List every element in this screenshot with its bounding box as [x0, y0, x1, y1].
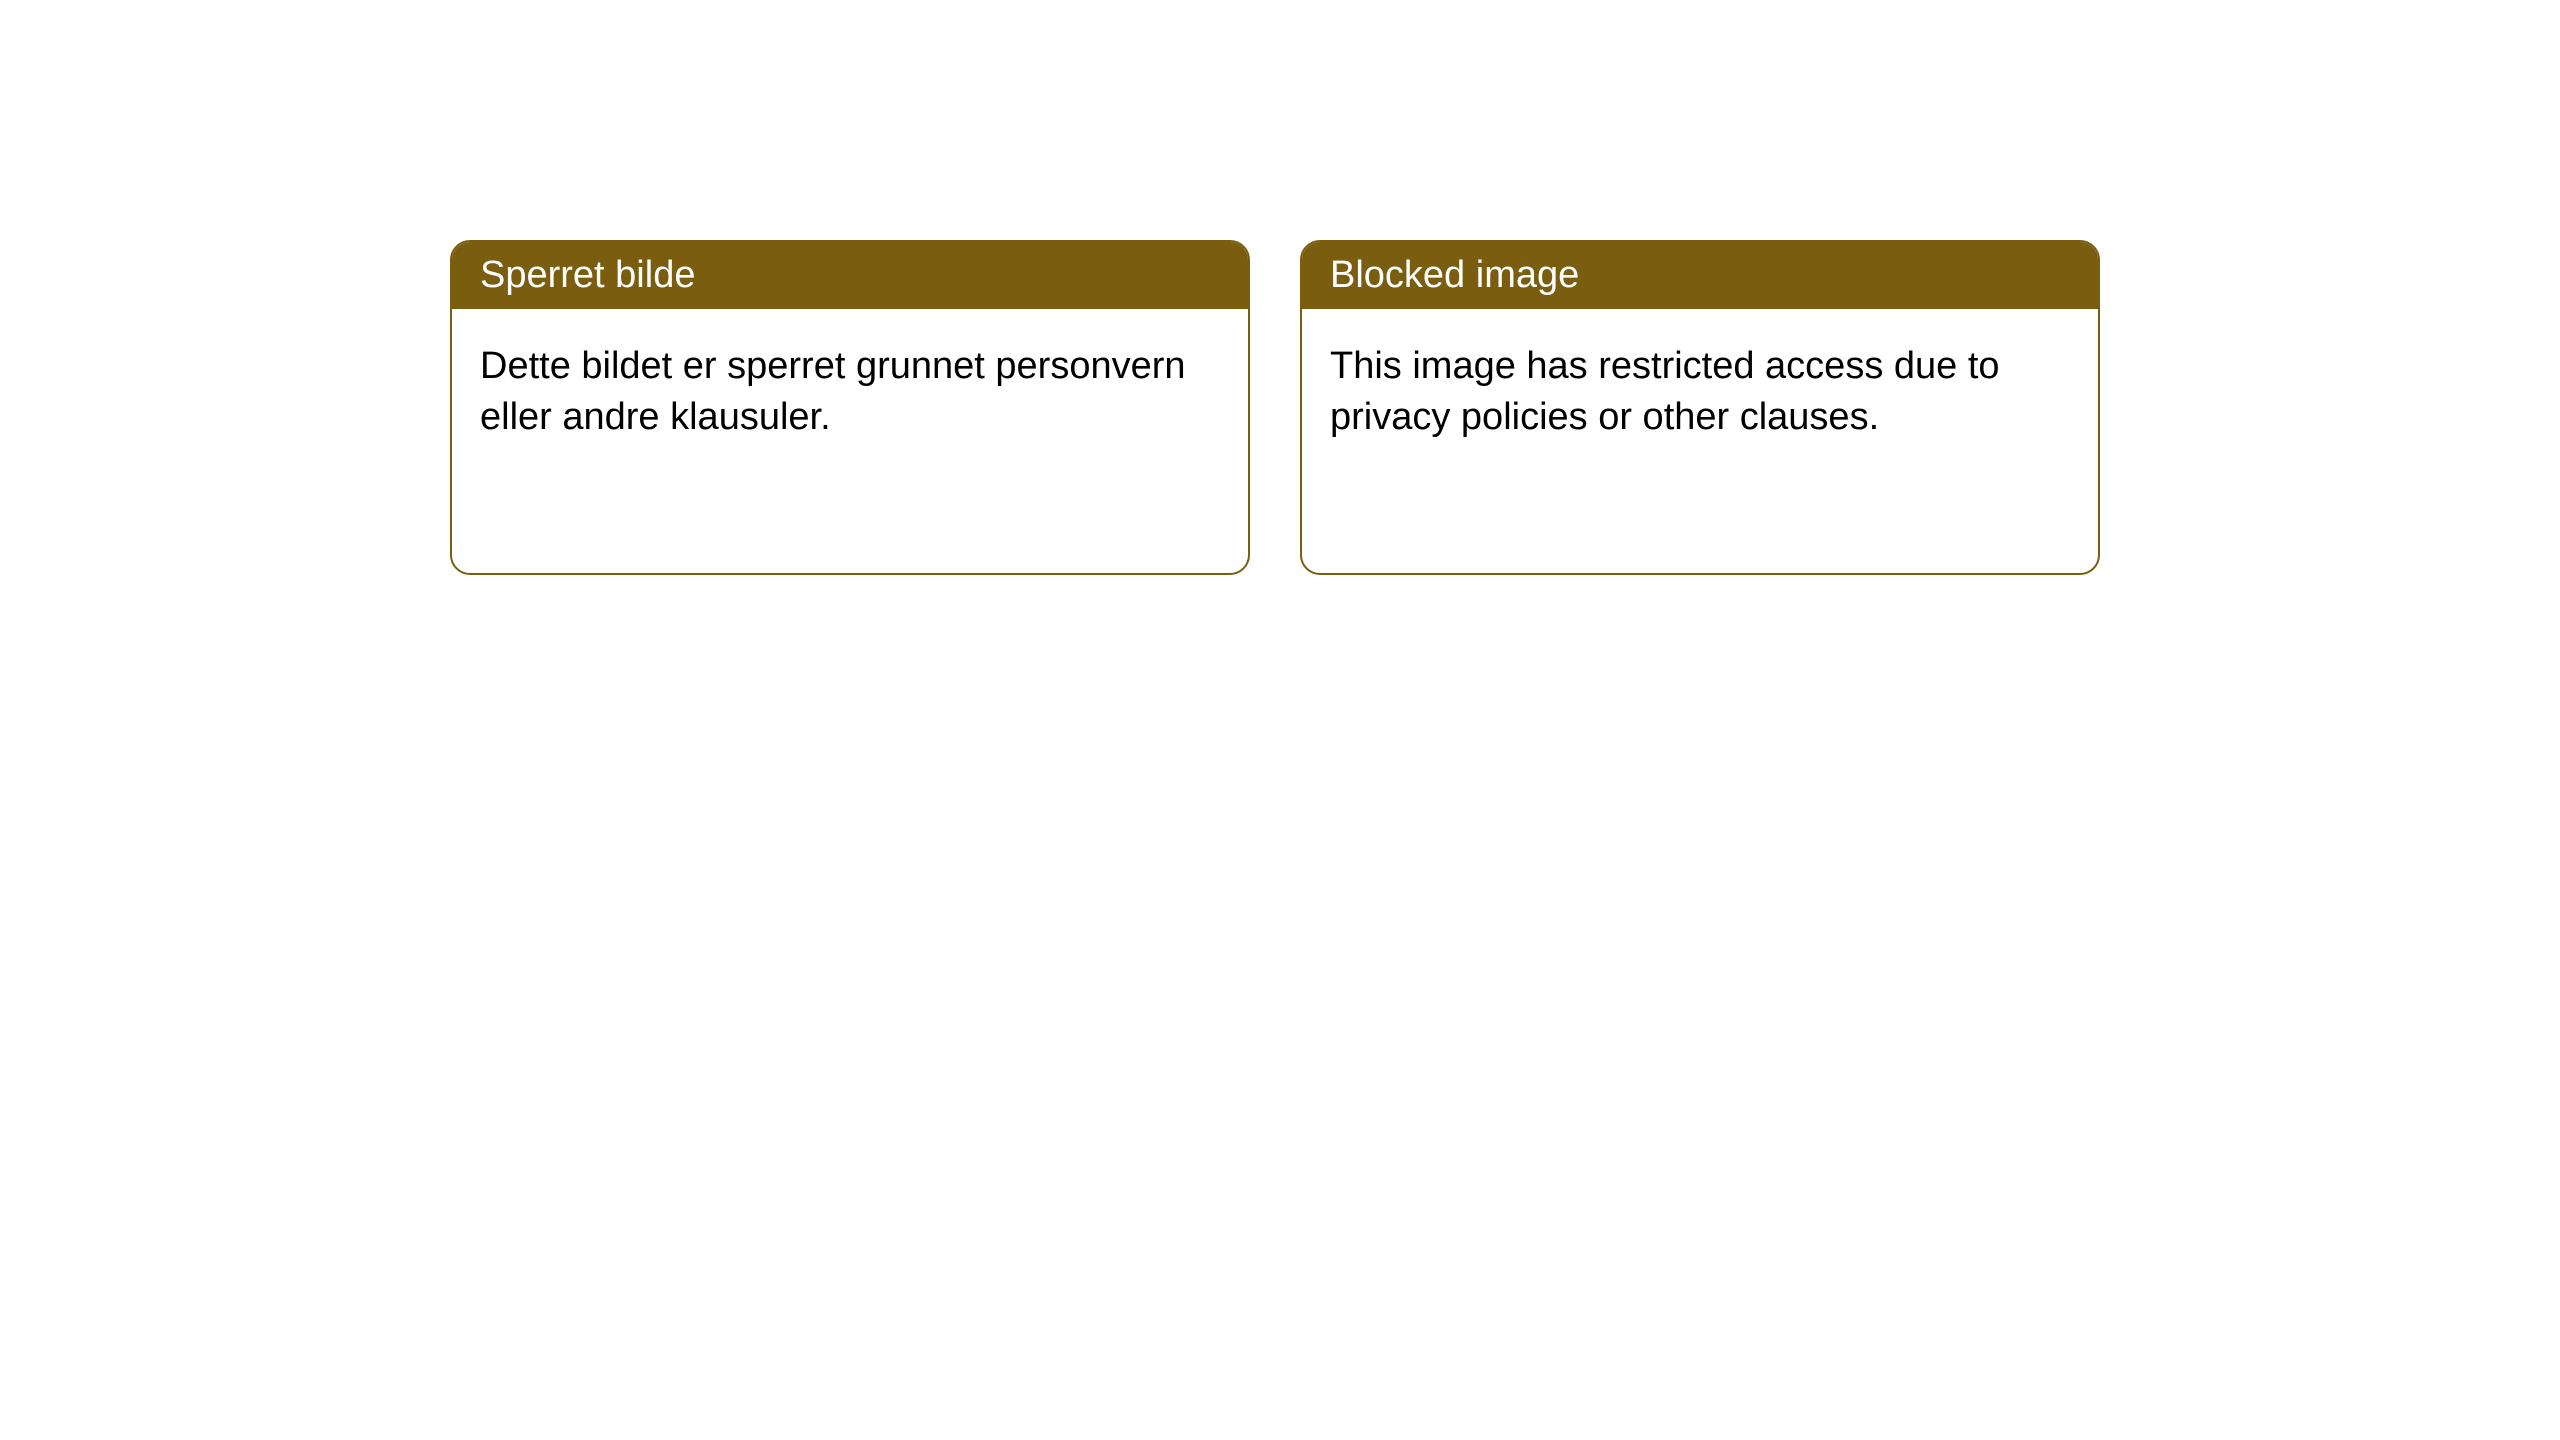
- card-title-en: Blocked image: [1330, 254, 1579, 296]
- card-body-en: This image has restricted access due to …: [1302, 309, 2098, 476]
- card-message-no: Dette bildet er sperret grunnet personve…: [480, 345, 1186, 438]
- card-body-no: Dette bildet er sperret grunnet personve…: [452, 309, 1248, 476]
- card-header-en: Blocked image: [1302, 242, 2098, 309]
- card-title-no: Sperret bilde: [480, 254, 695, 296]
- card-message-en: This image has restricted access due to …: [1330, 345, 2000, 438]
- blocked-image-card-en: Blocked image This image has restricted …: [1300, 240, 2100, 575]
- notice-container: Sperret bilde Dette bildet er sperret gr…: [0, 0, 2560, 575]
- card-header-no: Sperret bilde: [452, 242, 1248, 309]
- blocked-image-card-no: Sperret bilde Dette bildet er sperret gr…: [450, 240, 1250, 575]
